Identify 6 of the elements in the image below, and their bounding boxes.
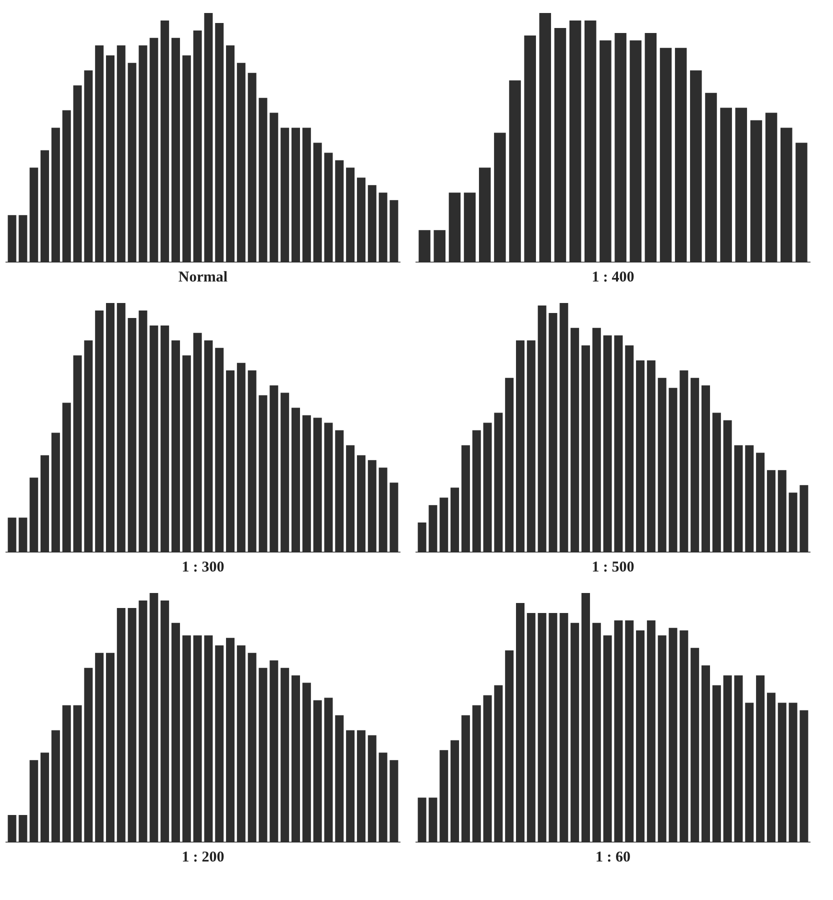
text: 1 : 60 — [596, 850, 630, 866]
text: 1 : 300 — [182, 560, 224, 576]
text: 1 : 200 — [182, 850, 224, 866]
text: 1 : 500 — [592, 560, 634, 576]
text: Normal — [178, 270, 228, 286]
text: 1 : 400 — [592, 270, 634, 286]
